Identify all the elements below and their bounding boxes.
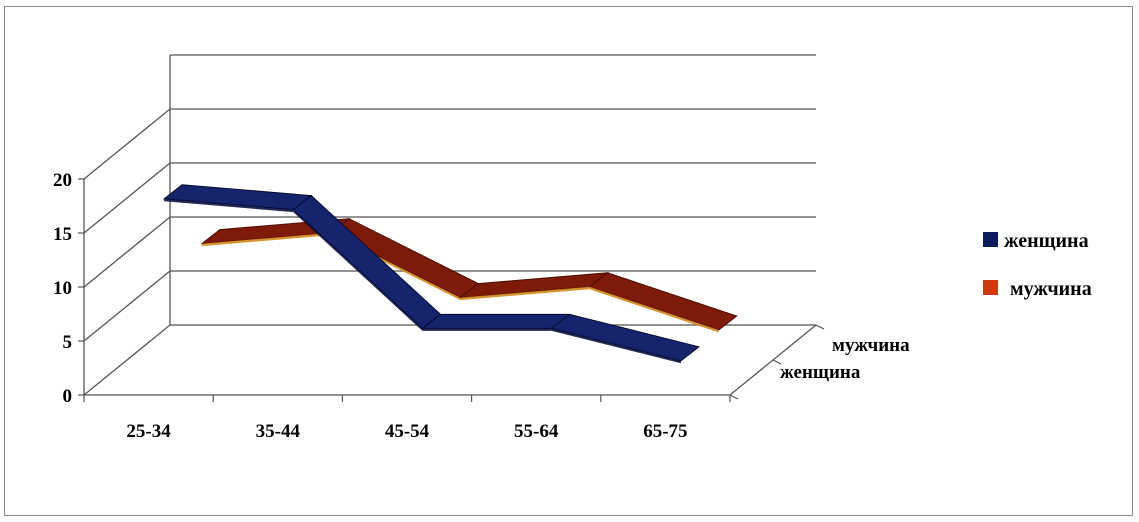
depth-tick-1 (772, 359, 782, 365)
y-tick-label-15: 15 (53, 224, 72, 245)
legend-label-0: женщина (1004, 230, 1089, 252)
y-tick-label-0: 0 (63, 386, 73, 407)
legend: женщина мужчина (983, 230, 1092, 300)
depth-tick-2 (729, 394, 739, 400)
series-muzhchina (200, 218, 738, 333)
x-tick-label-55-64: 55-64 (514, 421, 559, 442)
gridlines (83, 54, 816, 342)
left-wall (83, 55, 171, 396)
ribbon-edge-2 (422, 328, 552, 331)
ribbon-segment-3 (588, 272, 738, 331)
depth-label-1: женщина (780, 362, 861, 383)
ribbon-segment-3 (550, 313, 700, 362)
ribbon-edge-1 (293, 209, 423, 331)
chart-frame (4, 6, 1133, 516)
ribbon-edge-3 (589, 286, 719, 333)
x-axis-ticks: 25-34 35-44 45-54 55-64 65-75 (83, 395, 731, 442)
depth-axis-labels: мужчина женщина (729, 324, 910, 400)
legend-swatch-1 (983, 280, 998, 295)
gridline-10 (83, 216, 816, 288)
x-tick-label-45-54: 45-54 (385, 421, 430, 442)
legend-label-1: мужчина (1010, 278, 1092, 300)
x-tick-label-25-34: 25-34 (126, 421, 171, 442)
ribbon-edge-0 (164, 198, 294, 213)
series-ribbons (162, 184, 738, 364)
ribbon-edge-2 (460, 286, 590, 301)
y-tick-label-10: 10 (53, 278, 72, 299)
gridline-15 (83, 162, 816, 234)
ribbon-segment-2 (421, 313, 572, 329)
ribbon-edge-0 (201, 232, 332, 247)
x-tick-label-65-75: 65-75 (643, 421, 687, 442)
y-axis-ticks: 0 5 10 15 20 (53, 170, 84, 407)
chart-walls (83, 55, 817, 396)
depth-tick-0 (815, 324, 825, 330)
y-tick-label-20: 20 (53, 170, 72, 191)
depth-label-0: мужчина (832, 335, 910, 356)
legend-swatch-0 (983, 232, 998, 247)
series-zhenshchina (162, 184, 700, 364)
gridline-20 (83, 108, 816, 180)
ribbon-edge-3 (551, 328, 681, 364)
x-tick-label-35-44: 35-44 (256, 421, 301, 442)
y-tick-label-5: 5 (63, 332, 73, 353)
gridline-5 (83, 270, 816, 342)
floor (84, 324, 817, 396)
